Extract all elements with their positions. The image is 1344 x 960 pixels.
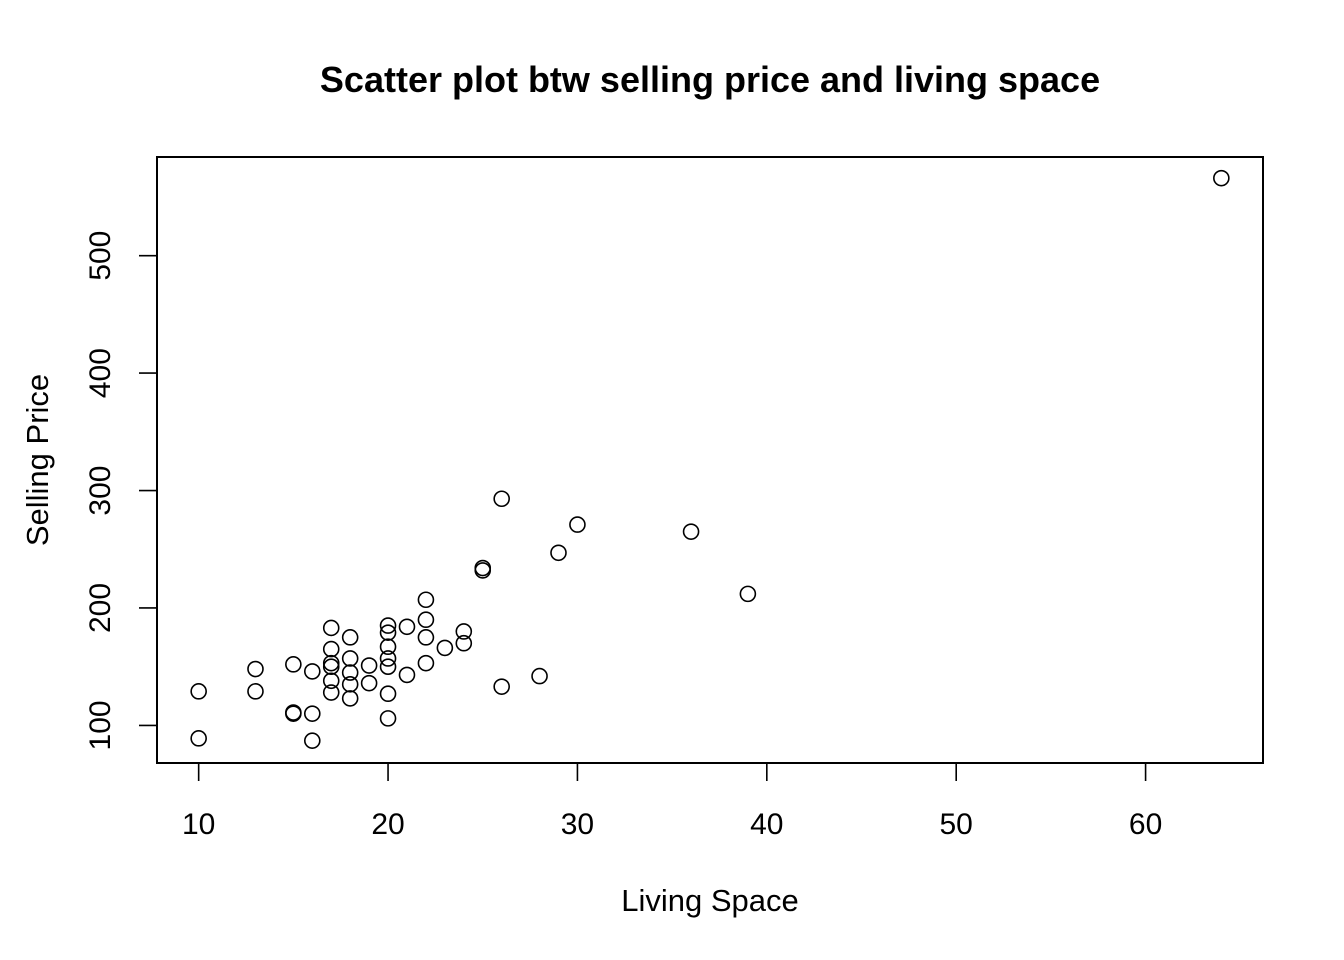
data-point xyxy=(379,617,397,634)
data-point xyxy=(247,660,264,678)
data-point xyxy=(474,562,492,579)
data-point xyxy=(379,658,397,675)
x-axis: 10 20 30 40 50 60 xyxy=(182,762,1162,841)
data-point xyxy=(303,732,321,749)
data-point xyxy=(322,619,340,637)
data-point xyxy=(379,650,397,667)
data-point xyxy=(417,629,435,646)
data-point xyxy=(398,618,416,636)
data-point xyxy=(436,639,454,657)
data-point xyxy=(303,663,321,680)
data-point xyxy=(341,690,359,707)
data-point xyxy=(682,523,700,540)
data-point xyxy=(398,666,416,684)
data-point xyxy=(322,672,340,690)
y-tick-label: 200 xyxy=(84,583,117,633)
data-point xyxy=(322,640,340,658)
data-point xyxy=(303,705,321,722)
data-point xyxy=(379,685,397,703)
data-point xyxy=(379,638,397,656)
data-point xyxy=(322,658,340,675)
data-point xyxy=(341,676,359,693)
x-tick-label: 60 xyxy=(1129,808,1162,841)
data-point xyxy=(493,490,510,508)
data-point xyxy=(360,657,378,674)
data-point xyxy=(569,516,586,533)
data-point xyxy=(322,654,340,672)
data-point xyxy=(379,710,397,727)
y-tick-label: 500 xyxy=(84,231,117,281)
x-tick-label: 20 xyxy=(371,808,404,841)
data-point xyxy=(360,674,378,692)
data-point xyxy=(247,683,264,700)
x-tick-label: 10 xyxy=(182,808,215,841)
y-tick-label: 400 xyxy=(84,348,117,398)
chart-title: Scatter plot btw selling price and livin… xyxy=(320,59,1100,100)
x-tick-label: 30 xyxy=(561,808,594,841)
data-point xyxy=(341,664,359,681)
data-point xyxy=(417,654,435,672)
data-point xyxy=(417,591,435,609)
x-tick-label: 40 xyxy=(750,808,783,841)
data-point xyxy=(285,705,302,722)
data-point xyxy=(379,624,397,641)
data-point xyxy=(285,656,302,673)
data-point xyxy=(739,585,757,603)
data-point xyxy=(531,667,548,685)
data-point xyxy=(455,623,473,640)
plot-frame xyxy=(156,156,1264,764)
y-axis: 100 200 300 400 500 xyxy=(84,231,158,750)
x-tick-label: 50 xyxy=(940,808,973,841)
data-point xyxy=(1213,169,1230,187)
x-axis-label: Living Space xyxy=(621,883,799,918)
data-point xyxy=(190,683,207,700)
data-point xyxy=(341,650,359,667)
y-tick-label: 100 xyxy=(84,700,117,750)
data-point xyxy=(417,611,435,629)
data-point xyxy=(341,629,359,646)
data-point xyxy=(455,634,473,652)
y-tick-label: 300 xyxy=(84,466,117,516)
data-point xyxy=(493,678,510,695)
y-axis-label: Selling Price xyxy=(20,374,55,546)
data-point xyxy=(322,684,340,701)
data-point xyxy=(190,730,207,747)
data-point xyxy=(550,544,567,562)
data-points xyxy=(190,169,1230,749)
